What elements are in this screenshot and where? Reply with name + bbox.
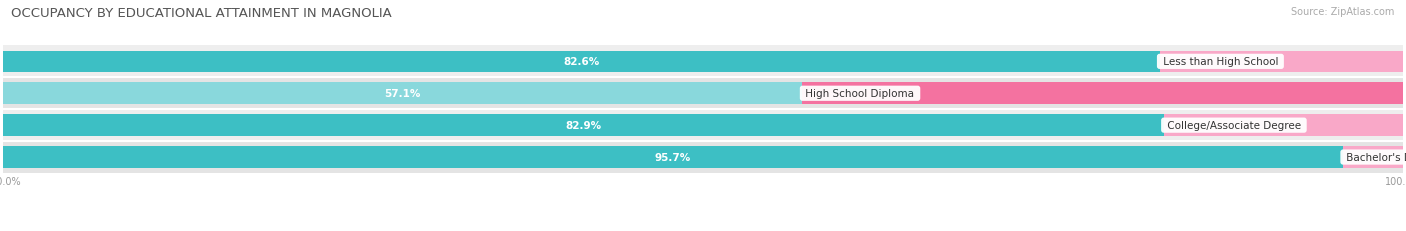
Bar: [3, 110, 1403, 141]
Text: 95.7%: 95.7%: [655, 152, 690, 162]
Bar: [1164, 115, 1403, 136]
Bar: [3, 51, 1160, 73]
Text: Less than High School: Less than High School: [1160, 57, 1281, 67]
Text: Bachelor's Degree or higher: Bachelor's Degree or higher: [1343, 152, 1406, 162]
Text: College/Associate Degree: College/Associate Degree: [1164, 121, 1305, 131]
Bar: [1160, 51, 1403, 73]
Bar: [1343, 147, 1403, 168]
Bar: [3, 78, 1403, 110]
Bar: [3, 46, 1403, 78]
Bar: [3, 115, 1164, 136]
Text: 57.1%: 57.1%: [384, 89, 420, 99]
Text: High School Diploma: High School Diploma: [803, 89, 918, 99]
Bar: [3, 147, 1343, 168]
Text: OCCUPANCY BY EDUCATIONAL ATTAINMENT IN MAGNOLIA: OCCUPANCY BY EDUCATIONAL ATTAINMENT IN M…: [11, 7, 392, 20]
Text: 82.9%: 82.9%: [565, 121, 602, 131]
Bar: [3, 83, 803, 105]
Text: Source: ZipAtlas.com: Source: ZipAtlas.com: [1291, 7, 1395, 17]
Bar: [3, 141, 1403, 173]
Text: 82.6%: 82.6%: [562, 57, 599, 67]
Bar: [803, 83, 1403, 105]
